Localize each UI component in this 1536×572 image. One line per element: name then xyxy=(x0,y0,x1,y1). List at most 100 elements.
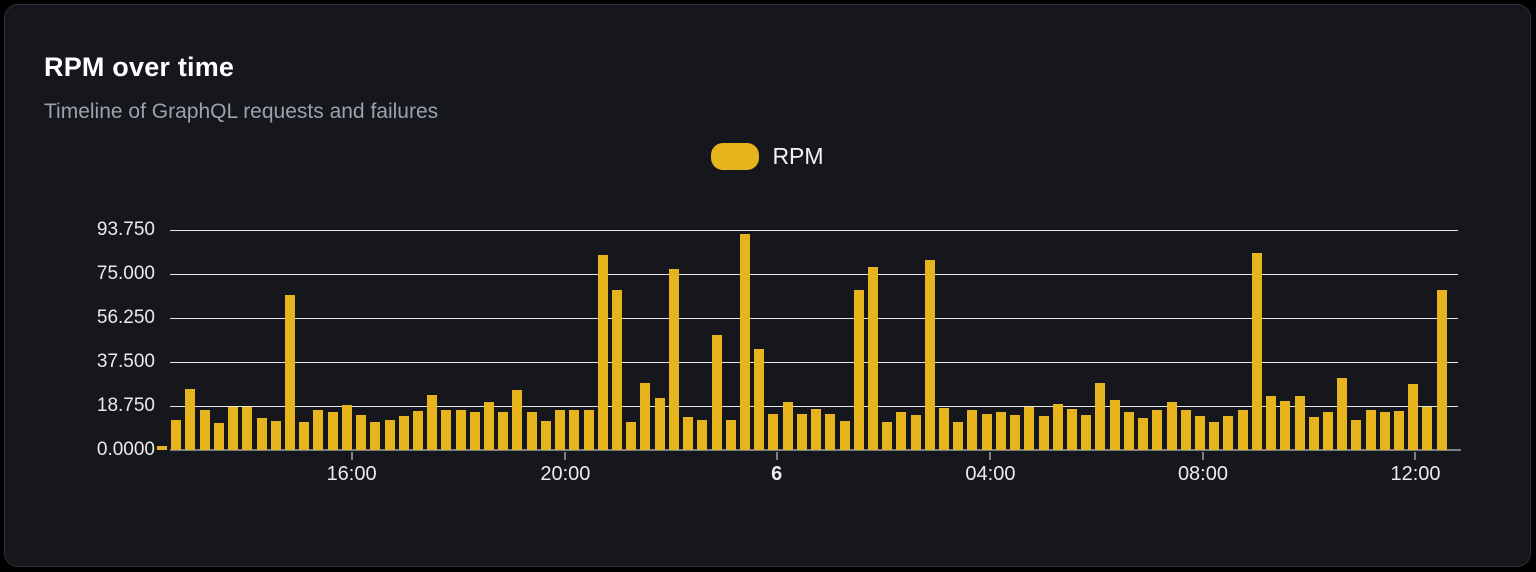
rpm-bar[interactable] xyxy=(640,383,651,450)
rpm-bar[interactable] xyxy=(441,410,452,450)
rpm-bar[interactable] xyxy=(256,418,267,450)
rpm-bar[interactable] xyxy=(341,405,352,450)
rpm-bar[interactable] xyxy=(242,406,253,450)
rpm-bar[interactable] xyxy=(1351,419,1362,450)
rpm-bar[interactable] xyxy=(1394,411,1405,450)
rpm-bar[interactable] xyxy=(1322,412,1333,450)
rpm-bar[interactable] xyxy=(939,407,950,450)
rpm-bar[interactable] xyxy=(1010,414,1021,450)
rpm-bar[interactable] xyxy=(469,412,480,450)
x-axis-label: 6 xyxy=(771,463,783,485)
rpm-bar[interactable] xyxy=(1266,396,1277,450)
rpm-bar[interactable] xyxy=(270,420,281,450)
rpm-bar[interactable] xyxy=(199,410,210,450)
rpm-bar[interactable] xyxy=(356,414,367,450)
rpm-bar[interactable] xyxy=(185,389,196,450)
rpm-bar[interactable] xyxy=(555,410,566,450)
rpm-bar[interactable] xyxy=(1024,406,1035,450)
rpm-bar[interactable] xyxy=(1436,290,1447,450)
rpm-bar[interactable] xyxy=(384,419,395,450)
rpm-bar[interactable] xyxy=(882,421,893,450)
rpm-bar[interactable] xyxy=(1038,415,1049,450)
rpm-bar[interactable] xyxy=(1152,410,1163,450)
rpm-bar[interactable] xyxy=(299,421,310,450)
rpm-bar[interactable] xyxy=(1109,399,1120,450)
rpm-bar[interactable] xyxy=(867,266,878,450)
rpm-bar[interactable] xyxy=(1379,412,1390,450)
rpm-bar[interactable] xyxy=(526,412,537,450)
rpm-bar[interactable] xyxy=(370,421,381,450)
rpm-bar[interactable] xyxy=(1095,383,1106,450)
rpm-bar[interactable] xyxy=(1308,417,1319,450)
gridline xyxy=(170,405,1458,407)
rpm-bar[interactable] xyxy=(995,412,1006,450)
rpm-bar[interactable] xyxy=(1251,252,1262,450)
rpm-bar[interactable] xyxy=(953,421,964,450)
rpm-bar[interactable] xyxy=(668,269,679,450)
rpm-bar[interactable] xyxy=(327,412,338,450)
rpm-bar[interactable] xyxy=(725,419,736,450)
rpm-bar[interactable] xyxy=(455,410,466,450)
legend-label-rpm[interactable]: RPM xyxy=(772,142,824,169)
rpm-bar[interactable] xyxy=(1365,410,1376,450)
rpm-bar[interactable] xyxy=(1237,410,1248,450)
rpm-bar[interactable] xyxy=(498,412,509,450)
rpm-bar[interactable] xyxy=(739,234,750,450)
rpm-bar[interactable] xyxy=(796,413,807,450)
rpm-bar[interactable] xyxy=(412,411,423,450)
rpm-bar[interactable] xyxy=(427,394,438,450)
rpm-bar[interactable] xyxy=(683,417,694,450)
rpm-bar[interactable] xyxy=(1223,415,1234,450)
x-axis-tick xyxy=(989,452,992,460)
rpm-bar[interactable] xyxy=(910,414,921,450)
rpm-bar[interactable] xyxy=(228,406,239,450)
x-axis-label: 12:00 xyxy=(1390,463,1441,485)
rpm-bar[interactable] xyxy=(1180,410,1191,450)
rpm-bar[interactable] xyxy=(924,259,935,450)
legend-swatch-rpm[interactable] xyxy=(711,142,760,170)
rpm-bar[interactable] xyxy=(711,335,722,450)
rpm-bar[interactable] xyxy=(540,420,551,450)
rpm-bar[interactable] xyxy=(1294,396,1305,450)
rpm-bar[interactable] xyxy=(157,446,167,450)
rpm-bar[interactable] xyxy=(484,401,495,450)
rpm-bar[interactable] xyxy=(1138,418,1149,450)
rpm-bar[interactable] xyxy=(1194,415,1205,450)
chart-panel-card: RPM over time Timeline of GraphQL reques… xyxy=(4,4,1531,567)
rpm-bar[interactable] xyxy=(981,413,992,450)
rpm-bar[interactable] xyxy=(597,255,608,450)
rpm-bar[interactable] xyxy=(1408,384,1419,450)
rpm-bar[interactable] xyxy=(1123,412,1134,450)
x-axis-label: 08:00 xyxy=(1177,463,1228,485)
rpm-bar[interactable] xyxy=(754,349,765,450)
rpm-bar[interactable] xyxy=(839,420,850,450)
rpm-bar[interactable] xyxy=(569,410,580,450)
rpm-bar[interactable] xyxy=(1067,408,1077,450)
rpm-bar[interactable] xyxy=(654,398,665,450)
rpm-bar[interactable] xyxy=(1337,378,1348,450)
rpm-bar[interactable] xyxy=(967,410,978,450)
x-axis-tick xyxy=(350,452,353,460)
rpm-bar[interactable] xyxy=(1422,406,1433,450)
rpm-bar[interactable] xyxy=(768,413,779,450)
rpm-bar[interactable] xyxy=(626,421,637,450)
rpm-bar[interactable] xyxy=(782,401,793,450)
rpm-bar[interactable] xyxy=(1280,400,1291,450)
rpm-bar[interactable] xyxy=(1052,404,1063,450)
rpm-bar[interactable] xyxy=(284,295,295,450)
rpm-bar[interactable] xyxy=(811,408,822,450)
rpm-bar[interactable] xyxy=(896,412,907,450)
rpm-bar[interactable] xyxy=(583,410,594,450)
rpm-bar[interactable] xyxy=(398,415,409,450)
rpm-bar[interactable] xyxy=(1166,401,1177,450)
rpm-bar[interactable] xyxy=(313,410,324,450)
rpm-bar[interactable] xyxy=(1081,414,1092,450)
rpm-bar[interactable] xyxy=(213,423,224,450)
rpm-bar[interactable] xyxy=(512,390,523,450)
rpm-bar[interactable] xyxy=(171,419,182,450)
rpm-bar[interactable] xyxy=(697,419,708,450)
rpm-bar[interactable] xyxy=(1209,421,1220,450)
rpm-bar[interactable] xyxy=(825,413,836,450)
rpm-bar[interactable] xyxy=(853,290,864,450)
rpm-bar[interactable] xyxy=(612,290,622,450)
